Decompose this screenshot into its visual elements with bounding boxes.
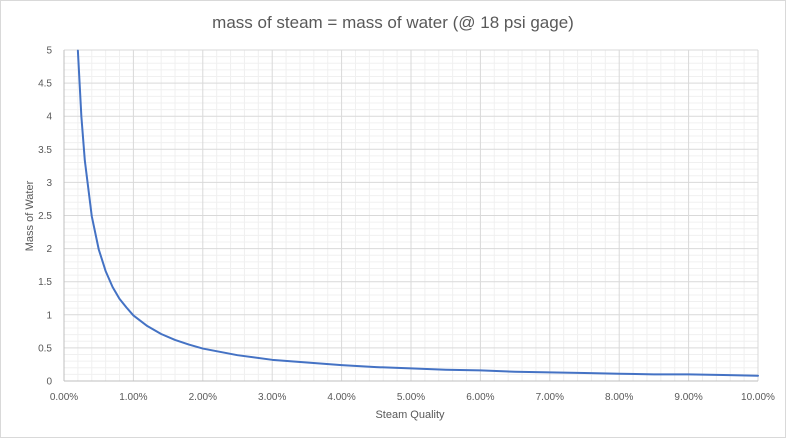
x-tick-label: 2.00% <box>189 392 217 403</box>
x-tick-label: 1.00% <box>119 392 147 403</box>
x-tick-label: 8.00% <box>605 392 633 403</box>
y-tick-labels: 0 0.5 1 1.5 2 2.5 3 3.5 4 4.5 5 <box>38 46 52 388</box>
chart-title: mass of steam = mass of water (@ 18 psi … <box>212 13 574 32</box>
y-tick-label: 4 <box>46 112 52 123</box>
series-line-0 <box>76 49 759 377</box>
y-tick-label: 3.5 <box>38 145 52 156</box>
x-tick-label: 3.00% <box>258 392 286 403</box>
y-tick-label: 5 <box>46 46 52 57</box>
y-tick-label: 0 <box>46 377 52 388</box>
y-tick-label: 1 <box>46 310 52 321</box>
x-tick-label: 6.00% <box>466 392 494 403</box>
x-tick-label: 9.00% <box>674 392 702 403</box>
y-tick-label: 0.5 <box>38 343 52 354</box>
x-axis-label: Steam Quality <box>375 409 445 421</box>
x-tick-label: 7.00% <box>536 392 564 403</box>
x-tick-label: 4.00% <box>327 392 355 403</box>
y-tick-label: 4.5 <box>38 79 52 90</box>
y-tick-label: 2 <box>46 244 52 255</box>
x-tick-label: 0.00% <box>50 392 78 403</box>
y-tick-label: 3 <box>46 178 52 189</box>
x-tick-label: 5.00% <box>397 392 425 403</box>
major-grid <box>63 49 759 382</box>
y-tick-label: 1.5 <box>38 277 52 288</box>
axis-lines <box>63 50 758 382</box>
series-layer <box>76 49 759 377</box>
x-tick-labels: 0.00% 1.00% 2.00% 3.00% 4.00% 5.00% 6.00% 7.00%… <box>50 392 775 403</box>
x-tick-label: 10.00% <box>741 392 775 403</box>
y-tick-label: 2.5 <box>38 211 52 222</box>
